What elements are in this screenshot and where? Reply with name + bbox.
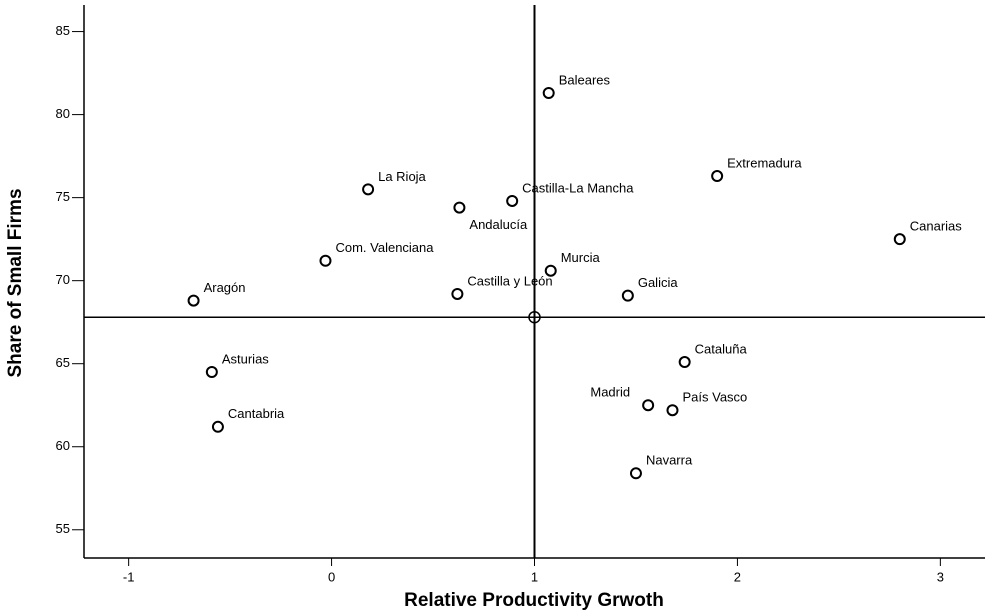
point: [629, 467, 642, 480]
y-tick-label: 65: [56, 355, 70, 370]
point-label: Com. Valenciana: [335, 240, 434, 255]
point-label: Murcia: [561, 250, 601, 265]
reference-point: [528, 310, 541, 324]
point: [362, 183, 375, 196]
x-axis-label: Relative Productivity Grwoth: [404, 590, 664, 611]
point-label: Navarra: [646, 453, 693, 468]
point-label: Cantabria: [228, 406, 285, 421]
point-label: Extremadura: [727, 155, 802, 170]
x-tick-label: 1: [531, 569, 538, 584]
point: [453, 201, 466, 214]
point: [621, 289, 634, 302]
point-label: Baleares: [559, 72, 611, 87]
x-tick-label: 3: [937, 569, 944, 584]
point-label: La Rioja: [378, 169, 426, 184]
point-label: Andalucía: [469, 217, 528, 232]
point: [187, 294, 200, 307]
point-label: Cataluña: [695, 341, 748, 356]
y-axis-label: Share of Small Firms: [5, 188, 26, 377]
point-label: País Vasco: [682, 390, 747, 405]
point-label: Aragón: [204, 280, 246, 295]
point: [642, 399, 655, 412]
y-tick-label: 75: [56, 189, 70, 204]
point-label: Madrid: [590, 385, 630, 400]
point: [711, 170, 724, 183]
point-label: Castilla y León: [467, 273, 552, 288]
point: [451, 287, 464, 300]
point: [893, 233, 906, 246]
point: [506, 194, 519, 207]
point: [319, 254, 332, 267]
y-tick-label: 55: [56, 521, 70, 536]
y-tick-label: 85: [56, 23, 70, 38]
y-tick-label: 70: [56, 272, 70, 287]
x-tick-label: 0: [328, 569, 335, 584]
point: [678, 356, 691, 369]
x-tick-label: 2: [734, 569, 741, 584]
point: [666, 404, 679, 417]
point-label: Asturias: [222, 351, 269, 366]
x-tick-label: -1: [123, 569, 135, 584]
point-label: Castilla-La Mancha: [522, 180, 634, 195]
point: [211, 420, 224, 433]
y-tick-label: 60: [56, 438, 70, 453]
y-tick-label: 80: [56, 106, 70, 121]
point-label: Galicia: [638, 275, 679, 290]
point: [542, 87, 555, 100]
point-label: Canarias: [910, 219, 963, 234]
point: [544, 264, 557, 277]
point: [205, 366, 218, 379]
